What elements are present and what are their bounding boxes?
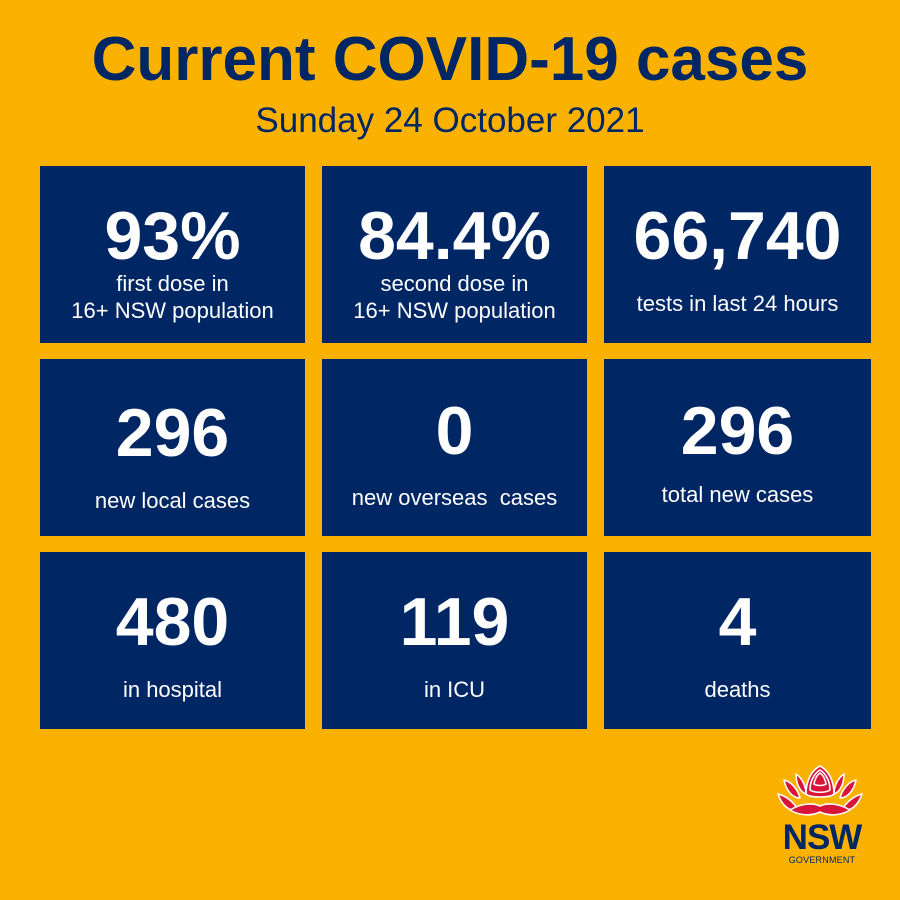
stat-value: 296 [115,395,230,471]
stat-label-line1: second dose in [380,271,529,296]
stat-value: 296 [680,393,795,469]
stat-value: 0 [435,393,474,469]
stat-label-line2: 16+ NSW population [71,298,274,323]
stat-value: 119 [399,584,510,660]
stat-tile-first-dose: 93% first dose in 16+ NSW population [40,166,305,343]
stat-tile-second-dose: 84.4% second dose in 16+ NSW population [322,166,587,343]
stat-value: 84.4% [358,198,551,274]
stat-label-line1: new local cases [94,488,251,513]
stat-label-line2: 16+ NSW population [353,298,556,323]
waratah-flower-icon [777,765,863,816]
stat-tile-overseas-cases: 0 new overseas cases [322,359,587,536]
stat-label-line1: tests in last 24 hours [636,291,839,316]
stat-value: 4 [718,584,757,660]
stat-label-line1: in hospital [122,677,223,702]
stat-tile-deaths: 4 deaths [604,552,871,729]
stat-label-line1: in ICU [423,677,486,702]
stat-value: 480 [115,584,230,660]
logo-subtext: GOVERNMENT [788,855,856,865]
stat-label-line1: total new cases [661,482,814,507]
stat-label-line1: first dose in [116,271,229,296]
page-title: Current COVID-19 cases [91,25,809,94]
stat-label-line1: new overseas cases [351,485,558,510]
date-subtitle: Sunday 24 October 2021 [255,101,645,140]
stat-tile-icu: 119 in ICU [322,552,587,729]
stat-tile-local-cases: 296 new local cases [40,359,305,536]
stat-tile-hospital: 480 in hospital [40,552,305,729]
stat-value: 93% [104,198,241,274]
stat-label-line1: deaths [704,677,771,702]
stat-tile-tests: 66,740 tests in last 24 hours [604,166,871,343]
stat-value: 66,740 [633,198,842,274]
stat-tile-total-cases: 296 total new cases [604,359,871,536]
logo-wordmark: NSW [782,818,863,857]
